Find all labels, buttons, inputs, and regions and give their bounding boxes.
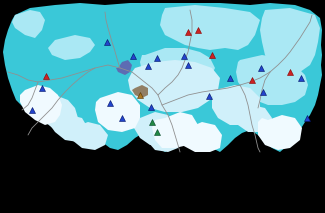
Polygon shape	[212, 85, 260, 125]
Polygon shape	[140, 48, 215, 88]
Polygon shape	[50, 115, 88, 142]
Polygon shape	[258, 115, 302, 150]
Polygon shape	[128, 60, 220, 112]
Polygon shape	[95, 92, 140, 132]
Polygon shape	[260, 8, 320, 75]
Polygon shape	[132, 85, 148, 98]
Polygon shape	[48, 35, 95, 60]
Polygon shape	[3, 3, 322, 152]
Polygon shape	[68, 122, 108, 150]
Polygon shape	[116, 60, 132, 75]
Polygon shape	[232, 105, 272, 132]
Polygon shape	[236, 55, 308, 105]
Polygon shape	[20, 85, 62, 125]
Polygon shape	[152, 112, 198, 148]
Polygon shape	[145, 125, 180, 152]
Polygon shape	[178, 122, 222, 152]
Polygon shape	[160, 5, 260, 50]
Polygon shape	[134, 112, 175, 145]
Polygon shape	[12, 10, 45, 38]
Polygon shape	[38, 95, 78, 132]
